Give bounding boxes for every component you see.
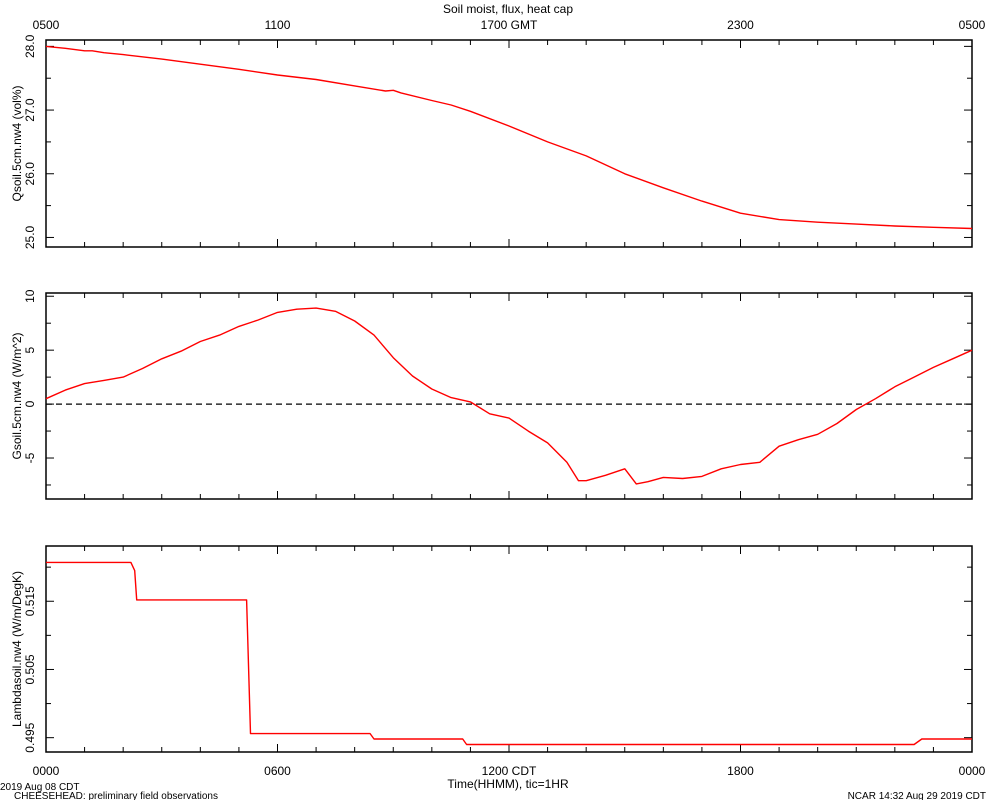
y-tick-label: 0 bbox=[23, 400, 37, 407]
y-tick-label: 0.505 bbox=[23, 654, 37, 684]
bottom-tick-label: 1200 CDT bbox=[482, 764, 537, 778]
footer-date: 2019 Aug 08 CDT bbox=[0, 782, 80, 793]
bottom-tick-label: 0000 bbox=[33, 764, 60, 778]
top-gmt-axis: 0500 1100 1700 GMT 2300 0500 bbox=[33, 18, 986, 32]
x-axis-title: Time(HHMM), tic=1HR bbox=[447, 777, 569, 791]
bottom-tick-label: 0600 bbox=[264, 764, 291, 778]
top-tick-label: 1100 bbox=[265, 18, 291, 32]
y-axis-label: Lambdasoil.nw4 (W/m/DegK) bbox=[10, 571, 24, 727]
bottom-tick-label: 0000 bbox=[959, 764, 986, 778]
top-tick-label: 2300 bbox=[727, 18, 754, 32]
y-axis-label: Qsoil.5cm.nw4 (vol%) bbox=[10, 85, 24, 201]
y-tick-label: 0.495 bbox=[23, 722, 37, 752]
y-tick-label: 26.0 bbox=[23, 162, 37, 186]
top-tick-label: 0500 bbox=[959, 18, 986, 32]
panel-frame bbox=[45, 292, 973, 500]
footer-credit: NCAR 14:32 Aug 29 2019 CDT bbox=[848, 791, 986, 800]
series-line-1 bbox=[45, 45, 973, 230]
bottom-cdt-axis: 0000 0600 1200 CDT 1800 0000 bbox=[33, 764, 986, 778]
y-tick-label: 27.0 bbox=[23, 98, 37, 122]
panel-frame bbox=[45, 545, 973, 753]
series-line-2 bbox=[45, 307, 973, 485]
panel-frame bbox=[45, 39, 973, 248]
y-tick-label: 28.0 bbox=[23, 34, 37, 58]
y-tick-label: 0.515 bbox=[23, 586, 37, 616]
bottom-tick-label: 1800 bbox=[727, 764, 754, 778]
chart-panels: 25.0 26.0 27.0 28.0 Qsoil.5cm.nw4 (vol%) -5 0 5… bbox=[10, 34, 973, 753]
y-tick-label: 10 bbox=[23, 289, 37, 303]
y-axis-label: Gsoil.5cm.nw4 (W/m^2) bbox=[10, 333, 24, 460]
series-line-3 bbox=[46, 561, 972, 746]
y-tick-label: 5 bbox=[23, 347, 37, 354]
footer-project: CHEESEHEAD: preliminary field observatio… bbox=[14, 791, 218, 800]
panel-1: 25.0 26.0 27.0 28.0 Qsoil.5cm.nw4 (vol%) bbox=[10, 34, 973, 249]
chart-title: Soil moist, flux, heat cap bbox=[443, 2, 573, 16]
top-tick-label: 0500 bbox=[33, 18, 60, 32]
y-tick-label: -5 bbox=[23, 452, 37, 463]
y-tick-label: 25.0 bbox=[23, 225, 37, 249]
top-tick-label: 1700 GMT bbox=[481, 18, 538, 32]
panel-2: -5 0 5 10 Gsoil.5cm.nw4 (W/m^2) bbox=[10, 289, 973, 500]
